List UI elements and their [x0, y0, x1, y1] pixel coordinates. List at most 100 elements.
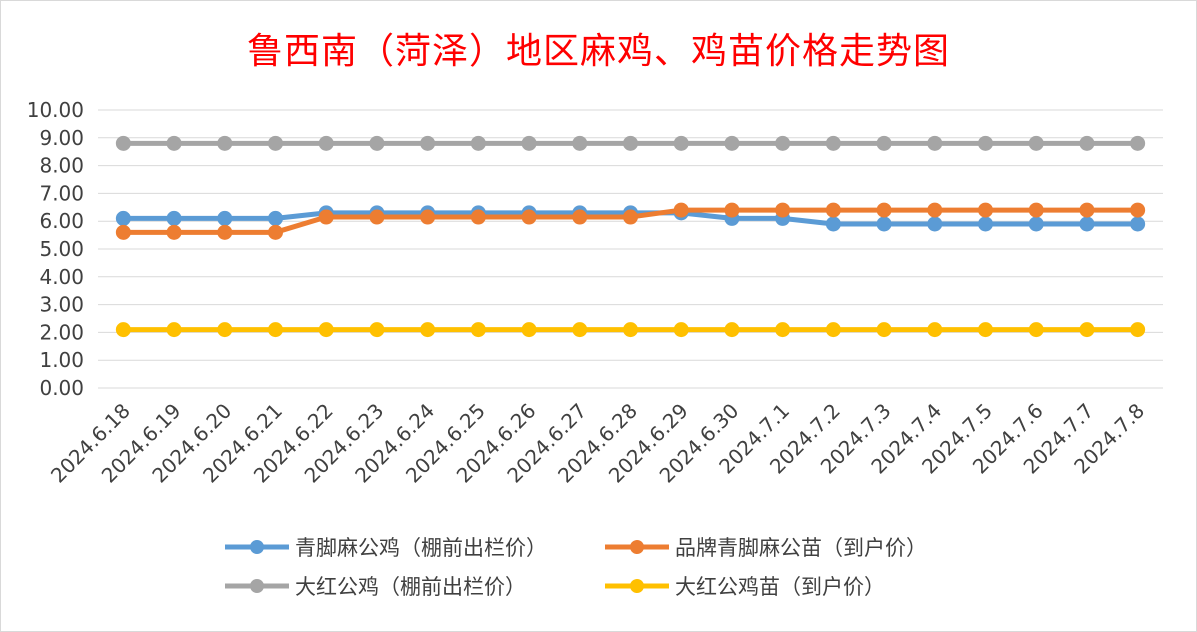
x-axis-ticks: 2024.6.182024.6.192024.6.202024.6.212024…: [46, 399, 1149, 488]
data-point: [217, 224, 233, 240]
y-tick-label: 8.00: [39, 154, 84, 178]
data-point: [369, 322, 385, 338]
data-point: [1079, 202, 1095, 218]
data-point: [1028, 202, 1044, 218]
data-point: [978, 322, 993, 338]
data-point: [1079, 216, 1095, 232]
data-point: [115, 224, 131, 240]
series-lines: [115, 135, 1146, 338]
data-point: [1130, 322, 1146, 338]
data-point: [115, 322, 131, 338]
data-point: [775, 202, 791, 218]
y-tick-label: 2.00: [39, 320, 84, 344]
legend-item-0: 青脚麻公鸡（棚前出栏价）: [225, 530, 547, 564]
data-point: [217, 322, 233, 338]
gridlines: [98, 109, 1163, 389]
data-point: [927, 216, 943, 232]
data-point: [927, 135, 943, 151]
data-point: [166, 224, 182, 240]
data-point: [521, 209, 537, 225]
data-point: [1028, 322, 1044, 338]
legend-swatch-3: [605, 579, 669, 593]
series-3: [115, 322, 1146, 338]
data-point: [775, 135, 791, 151]
data-point: [673, 322, 689, 338]
data-point: [1079, 322, 1095, 338]
data-point: [825, 135, 841, 151]
series-2: [115, 135, 1146, 151]
data-point: [420, 135, 436, 151]
data-point: [470, 209, 486, 225]
data-point: [572, 209, 588, 225]
data-point: [166, 210, 182, 226]
data-point: [268, 322, 283, 338]
data-point: [623, 322, 638, 338]
data-point: [825, 202, 841, 218]
legend-label: 大红公鸡苗（到户价）: [675, 575, 885, 599]
data-point: [166, 322, 182, 338]
y-tick-label: 9.00: [39, 126, 84, 150]
data-point: [825, 216, 841, 232]
data-point: [115, 210, 131, 226]
series-1: [115, 202, 1146, 240]
data-point: [724, 322, 740, 338]
data-point: [521, 135, 537, 151]
legend-item-3: 大红公鸡苗（到户价）: [605, 569, 885, 603]
legend: 青脚麻公鸡（棚前出栏价） 品牌青脚麻公苗（到户价） 大红公鸡（棚前出栏价） 大红…: [225, 530, 1025, 610]
data-point: [978, 216, 993, 232]
data-point: [369, 135, 385, 151]
data-point: [572, 322, 588, 338]
data-point: [876, 322, 892, 338]
data-point: [1130, 216, 1146, 232]
data-point: [825, 322, 841, 338]
data-point: [470, 322, 486, 338]
legend-item-2: 大红公鸡（棚前出栏价）: [225, 569, 526, 603]
chart-title: 鲁西南（菏泽）地区麻鸡、鸡苗价格走势图: [246, 31, 950, 72]
y-axis-ticks: 0.00 1.00 2.00 3.00 4.00 5.00 6.00 7.00 8.00 9.00…: [27, 98, 84, 400]
data-point: [1130, 135, 1146, 151]
data-point: [978, 202, 993, 218]
legend-item-1: 品牌青脚麻公苗（到户价）: [605, 530, 927, 564]
data-point: [623, 209, 638, 225]
data-point: [1028, 135, 1044, 151]
data-point: [1079, 135, 1095, 151]
data-point: [673, 202, 689, 218]
legend-label: 大红公鸡（棚前出栏价）: [295, 575, 526, 599]
data-point: [876, 135, 892, 151]
data-point: [318, 322, 334, 338]
y-tick-label: 0.00: [39, 376, 84, 400]
data-point: [369, 209, 385, 225]
data-point: [268, 135, 283, 151]
data-point: [572, 135, 588, 151]
data-point: [217, 135, 233, 151]
data-point: [268, 210, 283, 226]
legend-label: 品牌青脚麻公苗（到户价）: [675, 536, 927, 560]
data-point: [166, 135, 182, 151]
data-point: [1130, 202, 1146, 218]
data-point: [724, 135, 740, 151]
data-point: [521, 322, 537, 338]
y-tick-label: 4.00: [39, 265, 84, 289]
legend-swatch-0: [225, 540, 289, 554]
data-point: [1028, 216, 1044, 232]
data-point: [927, 202, 943, 218]
data-point: [775, 322, 791, 338]
data-point: [927, 322, 943, 338]
data-point: [318, 135, 334, 151]
data-point: [876, 202, 892, 218]
data-point: [420, 322, 436, 338]
y-tick-label: 1.00: [39, 348, 84, 372]
data-point: [724, 202, 740, 218]
data-point: [115, 135, 131, 151]
y-tick-label: 3.00: [39, 293, 84, 317]
y-tick-label: 10.00: [27, 98, 84, 122]
data-point: [318, 209, 334, 225]
y-tick-label: 7.00: [39, 181, 84, 205]
legend-swatch-2: [225, 579, 289, 593]
data-point: [978, 135, 993, 151]
legend-label: 青脚麻公鸡（棚前出栏价）: [295, 536, 547, 560]
y-tick-label: 5.00: [39, 237, 84, 261]
data-point: [420, 209, 436, 225]
